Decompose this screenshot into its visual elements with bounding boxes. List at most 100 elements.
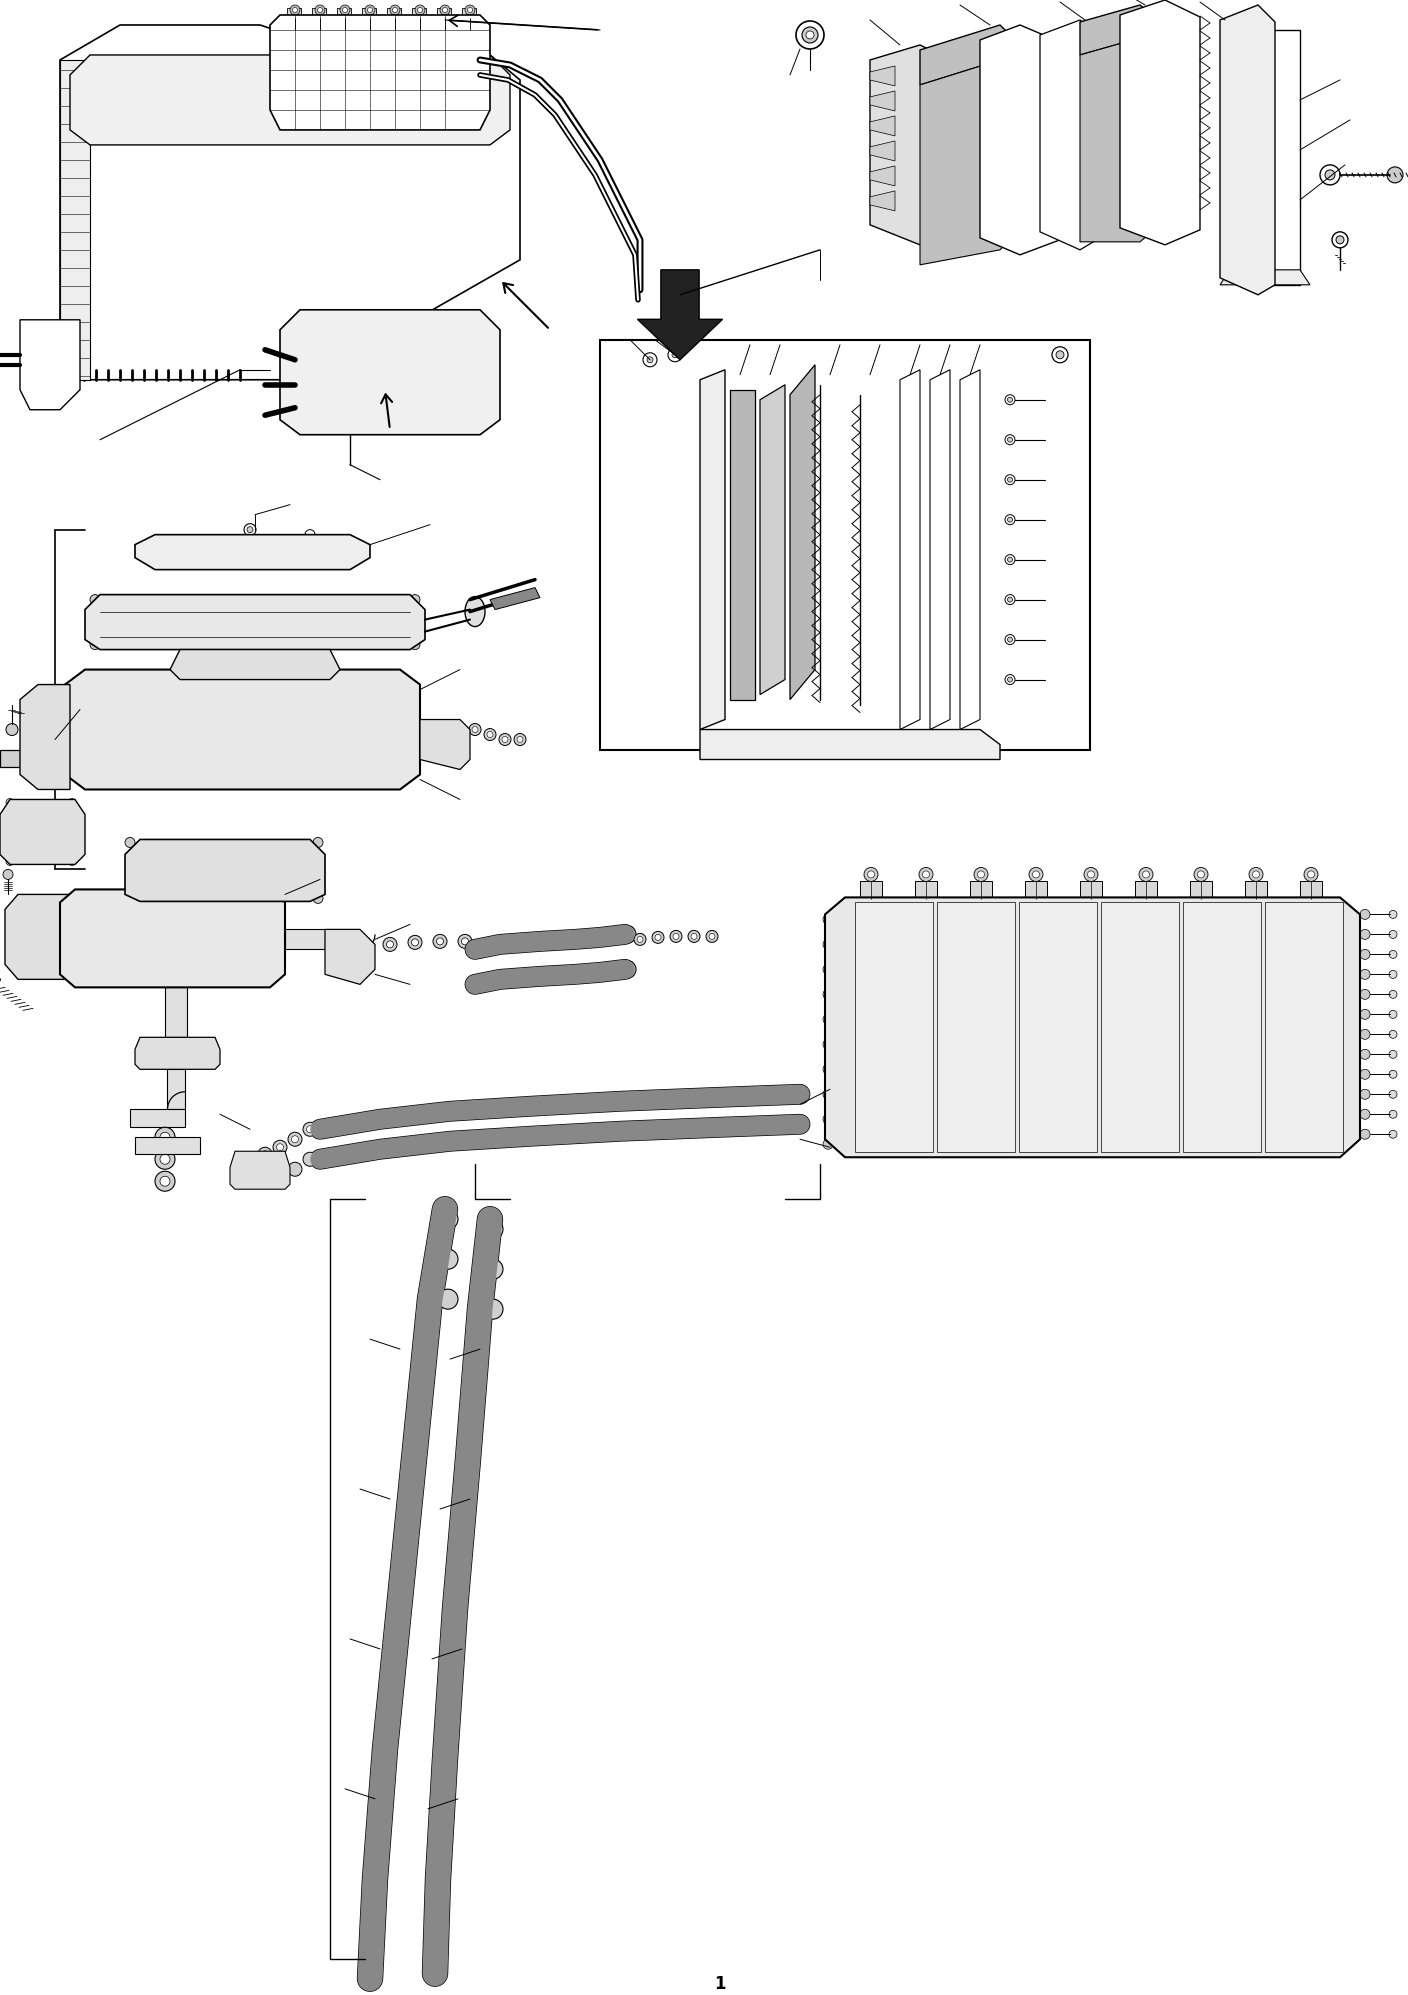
Circle shape	[438, 1209, 458, 1229]
Circle shape	[1295, 950, 1314, 968]
Circle shape	[503, 736, 508, 742]
Polygon shape	[870, 66, 895, 86]
Circle shape	[824, 914, 834, 924]
Circle shape	[462, 938, 469, 946]
Circle shape	[967, 1091, 986, 1109]
Circle shape	[655, 934, 660, 940]
Circle shape	[408, 936, 422, 950]
Circle shape	[972, 1025, 980, 1033]
Circle shape	[422, 331, 438, 347]
Circle shape	[1253, 872, 1260, 878]
Polygon shape	[270, 16, 490, 130]
Ellipse shape	[280, 86, 339, 114]
Polygon shape	[0, 800, 84, 864]
Bar	[165, 988, 187, 1037]
Polygon shape	[1219, 269, 1309, 285]
Circle shape	[466, 976, 484, 994]
Circle shape	[1053, 1129, 1063, 1139]
Circle shape	[1005, 595, 1015, 604]
Circle shape	[483, 1219, 503, 1239]
Polygon shape	[490, 589, 541, 610]
Circle shape	[470, 16, 480, 26]
Bar	[436, 8, 451, 18]
Circle shape	[1053, 990, 1063, 999]
Circle shape	[796, 22, 824, 50]
Circle shape	[1360, 970, 1370, 980]
Circle shape	[1049, 986, 1067, 1003]
Circle shape	[1214, 986, 1231, 1003]
Circle shape	[1360, 1109, 1370, 1119]
Circle shape	[1360, 1129, 1370, 1139]
Circle shape	[1053, 1025, 1063, 1033]
Circle shape	[313, 710, 327, 724]
Circle shape	[824, 964, 834, 974]
Circle shape	[1008, 517, 1012, 523]
Circle shape	[289, 1133, 301, 1147]
Circle shape	[1008, 557, 1012, 563]
Circle shape	[313, 894, 322, 904]
Circle shape	[805, 32, 814, 40]
Circle shape	[1321, 166, 1340, 186]
Text: 1: 1	[714, 1975, 725, 1993]
Ellipse shape	[155, 537, 355, 567]
Circle shape	[390, 6, 400, 16]
Circle shape	[434, 934, 446, 948]
Circle shape	[1131, 916, 1149, 934]
Circle shape	[244, 523, 256, 535]
Circle shape	[465, 6, 474, 16]
Circle shape	[176, 906, 194, 924]
Circle shape	[1194, 868, 1208, 882]
Circle shape	[1008, 597, 1012, 602]
Circle shape	[886, 950, 903, 968]
Polygon shape	[20, 319, 80, 409]
Circle shape	[1135, 1129, 1145, 1139]
Circle shape	[1390, 1069, 1397, 1077]
Polygon shape	[61, 60, 90, 379]
Circle shape	[1008, 437, 1012, 443]
Circle shape	[466, 345, 474, 353]
Polygon shape	[1080, 38, 1160, 241]
Circle shape	[1295, 986, 1314, 1003]
Circle shape	[1336, 235, 1345, 243]
Polygon shape	[870, 116, 895, 136]
Circle shape	[1218, 1025, 1226, 1033]
Bar	[1300, 882, 1322, 900]
Circle shape	[824, 1139, 834, 1149]
Circle shape	[972, 1129, 980, 1139]
Circle shape	[1131, 1125, 1149, 1143]
Circle shape	[1325, 170, 1335, 180]
Circle shape	[1300, 1025, 1308, 1033]
Circle shape	[161, 1133, 170, 1143]
Circle shape	[705, 930, 718, 942]
Circle shape	[1300, 920, 1308, 930]
Circle shape	[922, 872, 929, 878]
Circle shape	[974, 868, 988, 882]
Circle shape	[1390, 1091, 1397, 1099]
Circle shape	[1300, 1129, 1308, 1139]
Polygon shape	[870, 192, 895, 211]
Ellipse shape	[335, 351, 445, 393]
Polygon shape	[790, 365, 815, 700]
Circle shape	[246, 527, 253, 533]
Circle shape	[373, 712, 387, 726]
Ellipse shape	[180, 646, 329, 674]
Circle shape	[886, 1019, 903, 1037]
Circle shape	[244, 1153, 258, 1167]
Circle shape	[1300, 1095, 1308, 1103]
Polygon shape	[1019, 902, 1097, 1153]
Circle shape	[386, 333, 394, 341]
Polygon shape	[1119, 0, 1200, 245]
Circle shape	[125, 894, 135, 904]
Circle shape	[387, 942, 393, 948]
Circle shape	[1295, 1091, 1314, 1109]
Circle shape	[824, 1013, 834, 1023]
Circle shape	[890, 1025, 898, 1033]
Circle shape	[1005, 475, 1015, 485]
Polygon shape	[729, 389, 755, 700]
Circle shape	[1387, 168, 1402, 184]
Circle shape	[458, 934, 472, 948]
Polygon shape	[1101, 902, 1178, 1153]
Polygon shape	[135, 1137, 200, 1155]
Circle shape	[315, 6, 325, 16]
Circle shape	[667, 347, 681, 361]
